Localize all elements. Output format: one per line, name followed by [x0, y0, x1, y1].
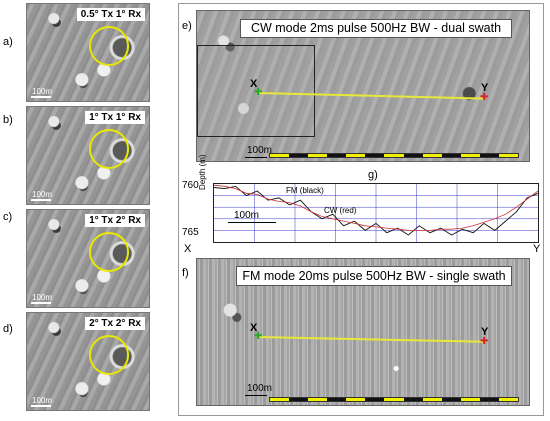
- panel-e-y-marker-icon: ✚: [480, 92, 489, 103]
- profile-series-cw: [213, 184, 539, 231]
- panel-e-scalebar: [269, 153, 519, 158]
- panel-tag-f: f): [182, 267, 189, 279]
- panel-a-scale-bar: [31, 96, 51, 98]
- panel-e-point-x: X: [250, 78, 258, 90]
- panel-f-track-line: [256, 336, 485, 343]
- panel-letter-c: c): [3, 211, 13, 223]
- panel-a-image: 0.5° Tx 1° Rx 100m: [26, 3, 150, 102]
- panel-d-scale: 100m: [32, 396, 53, 405]
- panel-f-point-y: Y: [481, 326, 489, 338]
- panel-g-ylabel: Depth (m): [198, 154, 207, 190]
- panel-f-x-marker-icon: ✚: [254, 331, 263, 342]
- panel-b-scale: 100m: [32, 190, 53, 199]
- panel-g-x-end: Y: [533, 243, 541, 255]
- panel-g-y-top: 760: [182, 180, 199, 191]
- panel-e-x-marker-icon: ✚: [254, 87, 263, 98]
- panel-e-scale-arrow: [245, 157, 267, 158]
- panel-c-image: 1° Tx 2° Rx 100m: [26, 209, 150, 308]
- panel-f-scale-arrow: [245, 395, 267, 396]
- panel-b-scale-bar: [31, 199, 51, 201]
- panel-d-scale-bar: [31, 405, 51, 407]
- panel-e-scale-label: 100m: [247, 145, 273, 156]
- panel-f-title: FM mode 20ms pulse 500Hz BW - single swa…: [236, 266, 512, 286]
- panel-b-image: 1° Tx 1° Rx 100m: [26, 106, 150, 205]
- panel-g-x-start: X: [184, 243, 192, 255]
- panel-g-svg: [213, 184, 539, 242]
- panel-c-scale: 100m: [32, 293, 53, 302]
- panel-c-label: 1° Tx 2° Rx: [85, 214, 145, 227]
- panel-letter-d: d): [3, 323, 13, 335]
- panel-a-scale: 100m: [32, 87, 53, 96]
- panel-d-image: 2° Tx 2° Rx 100m: [26, 312, 150, 411]
- panel-letter-a: a): [3, 36, 13, 48]
- panel-a-circle: [89, 26, 129, 66]
- panel-d-label: 2° Tx 2° Rx: [85, 317, 145, 330]
- panel-c-scale-bar: [31, 302, 51, 304]
- profile-series-fm: [213, 185, 539, 236]
- panel-f-y-marker-icon: ✚: [480, 336, 489, 347]
- panel-c-circle: [89, 232, 129, 272]
- panel-g-y-bottom: 765: [182, 227, 199, 238]
- panel-e-inset-box: [197, 45, 315, 137]
- panel-g-legend-fm: FM (black): [286, 186, 324, 195]
- panel-e-title: CW mode 2ms pulse 500Hz BW - dual swath: [240, 19, 512, 38]
- panel-letter-b: b): [3, 114, 13, 126]
- panel-g-legend-cw: CW (red): [324, 206, 357, 215]
- panel-f-scalebar: [269, 397, 519, 402]
- panel-g-scale-bar: [228, 222, 276, 223]
- panel-g-scale-label: 100m: [234, 210, 260, 221]
- panel-f-scale-label: 100m: [247, 383, 273, 394]
- panel-b-circle: [89, 129, 129, 169]
- panel-a-label: 0.5° Tx 1° Rx: [76, 8, 145, 21]
- panel-d-circle: [89, 335, 129, 375]
- panel-tag-e: e): [182, 20, 192, 32]
- panel-g-chart: FM (black) CW (red) 100m: [213, 183, 539, 243]
- panel-b-label: 1° Tx 1° Rx: [85, 111, 145, 124]
- panel-f-point-x: X: [250, 322, 258, 334]
- panel-tag-g: g): [368, 169, 378, 181]
- panel-e-point-y: Y: [481, 82, 489, 94]
